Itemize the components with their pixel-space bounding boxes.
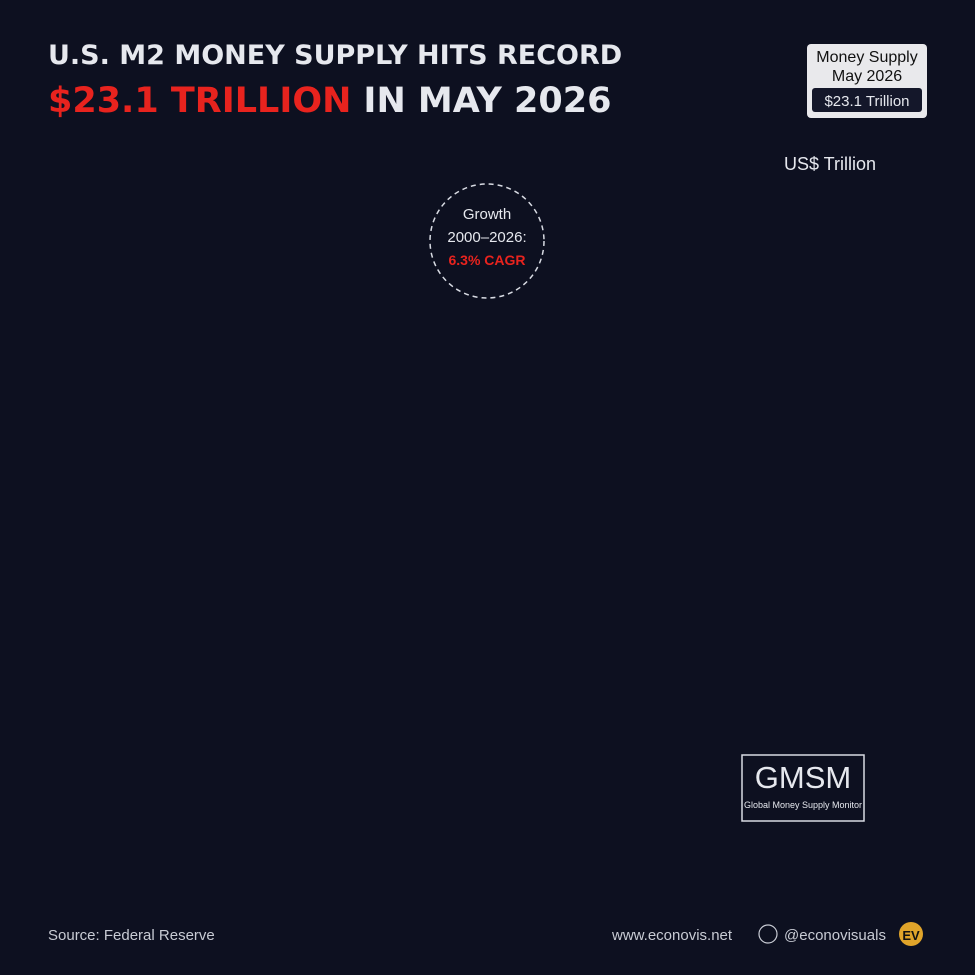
subtitle-highlight: $23.1 TRILLION xyxy=(48,81,351,121)
growth-period: 2000–2026: xyxy=(447,229,526,246)
website: www.econovis.net xyxy=(611,927,733,944)
logo-name: GMSM xyxy=(755,760,851,795)
subtitle-rest: IN MAY 2026 xyxy=(363,81,611,121)
brand: EV xyxy=(902,928,920,943)
chart-subtitle: $23.1 TRILLION IN MAY 2026 xyxy=(48,81,611,121)
handle: @econovisuals xyxy=(784,927,886,944)
badge-date: May 2026 xyxy=(832,68,902,85)
x-icon xyxy=(758,924,778,944)
growth-rate: 6.3% CAGR xyxy=(448,252,525,268)
badge: Money Supply May 2026 $23.1 Trillion xyxy=(807,44,927,118)
badge-value-box xyxy=(812,88,922,112)
logo-box xyxy=(741,754,865,822)
chart-title: U.S. M2 MONEY SUPPLY HITS RECORD xyxy=(48,40,622,71)
brand-icon xyxy=(899,922,923,946)
growth-circle xyxy=(429,183,545,299)
source: Source: Federal Reserve xyxy=(48,927,215,944)
logo-tagline: Global Money Supply Monitor xyxy=(744,800,862,810)
badge-title: Money Supply xyxy=(816,49,917,66)
growth-title: Growth xyxy=(463,206,511,223)
gmsm-logo: GMSM Global Money Supply Monitor xyxy=(741,754,865,822)
growth-note: Growth 2000–2026: 6.3% CAGR xyxy=(429,183,545,299)
badge-value: $23.1 Trillion xyxy=(824,93,909,110)
unit-label: US$ Trillion xyxy=(784,154,876,174)
